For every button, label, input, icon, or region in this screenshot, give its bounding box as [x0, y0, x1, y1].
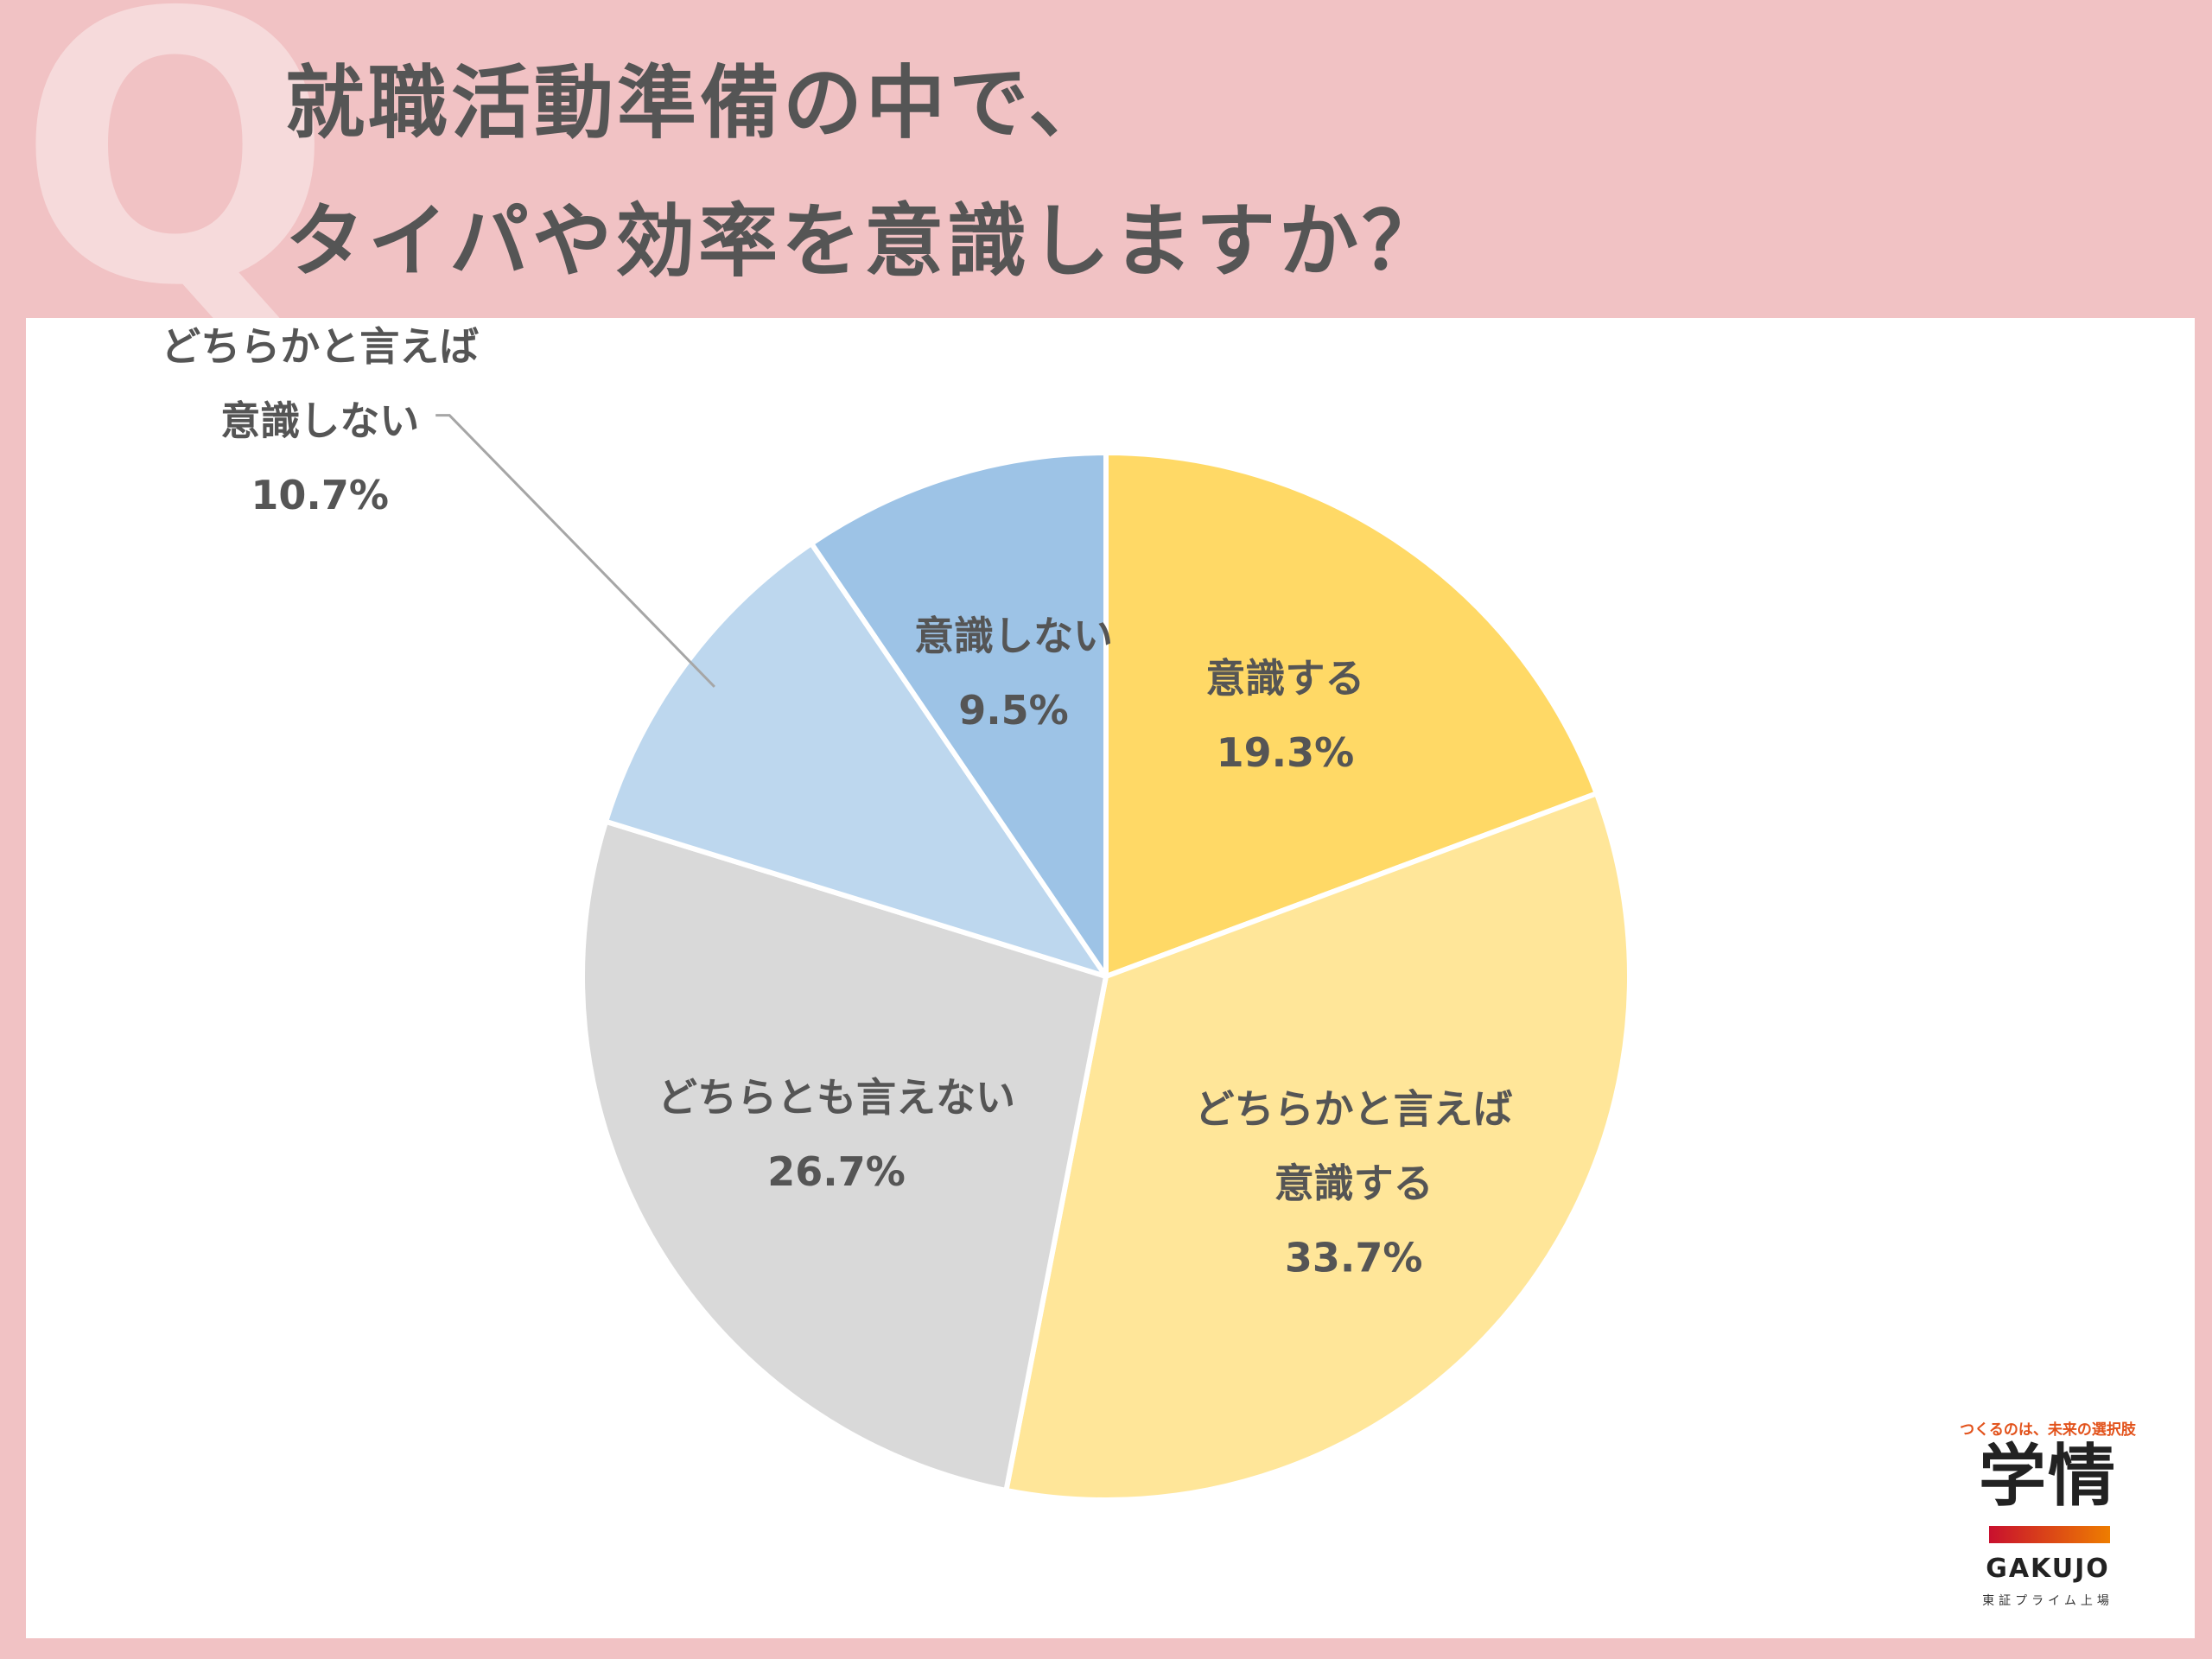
chart-panel: 意識する 19.3% どちらかと言えば 意識する 33.7% どちらとも言えない 26.7%… — [26, 318, 2195, 1638]
pie-slice — [809, 450, 1109, 979]
slice-category-label: どちらとも言えない — [658, 1074, 1015, 1121]
slice-category-label: 意識する — [1274, 1160, 1433, 1206]
q-mark: Q — [17, 0, 334, 367]
pie-slice — [603, 540, 1109, 979]
pie-slice — [580, 818, 1109, 1493]
slice-value-label: 33.7% — [1285, 1234, 1423, 1281]
pie-slice — [1003, 791, 1632, 1503]
question-line-2: タイパや効率を意識しますか？ — [285, 195, 1446, 288]
slice-value-label: 19.3% — [1217, 729, 1355, 776]
slice-category-label: どちらかと言えば — [1195, 1085, 1513, 1132]
slice-category-label: どちらかと言えば — [161, 323, 479, 370]
slice-value-label: 9.5% — [958, 687, 1069, 734]
logo-mark: 学情 — [1978, 1438, 2117, 1516]
slice-category-label: 意識する — [1205, 655, 1364, 702]
pie-slice — [1103, 450, 1599, 979]
logo-name: GAKUJO — [1986, 1554, 2110, 1584]
logo-listing: 東証プライム上場 — [1982, 1594, 2113, 1608]
slice-category-label: 意識しない — [914, 613, 1113, 659]
gakujo-logo: つくるのは、未来の選択肢 学情 GAKUJO 東証プライム上場 — [1944, 1400, 2152, 1624]
question-title: 就職活動準備の中で、 タイパや効率を意識しますか？ — [285, 35, 1445, 311]
logo-bar — [1989, 1526, 2110, 1543]
logo-tagline: つくるのは、未来の選択肢 — [1960, 1421, 2136, 1439]
slice-value-label: 10.7% — [251, 472, 389, 518]
pie-chart: 意識する19.3%どちらかと言えば意識する33.7%どちらとも言えない26.7%… — [161, 323, 1632, 1503]
slice-value-label: 26.7% — [767, 1148, 906, 1195]
leader-line — [435, 414, 715, 688]
question-line-1: 就職活動準備の中で、 — [285, 57, 1112, 149]
slice-category-label: 意識しない — [220, 397, 419, 444]
